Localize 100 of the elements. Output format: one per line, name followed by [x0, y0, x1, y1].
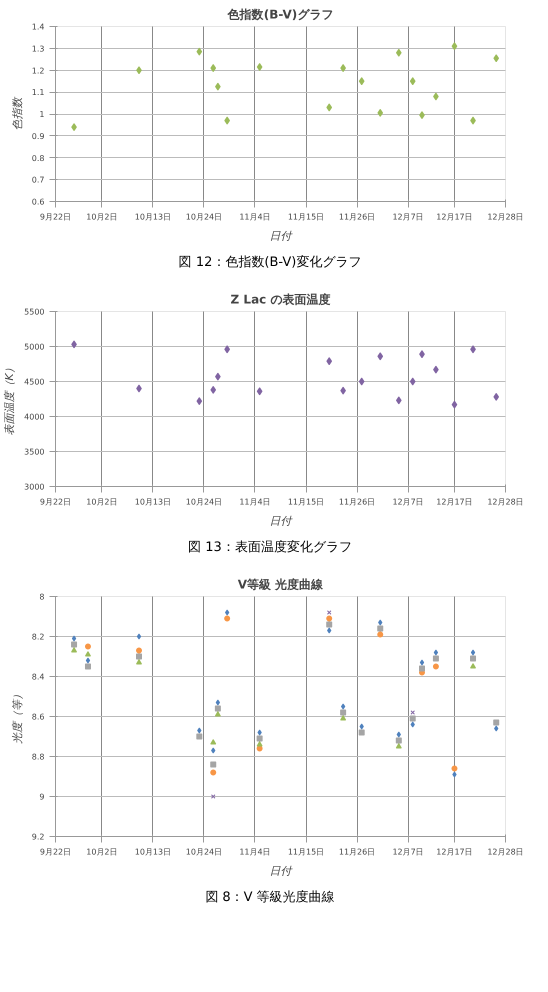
x-tick-label: 10月13日	[134, 212, 172, 222]
point	[84, 664, 91, 670]
chart-title: 色指数(B-V)グラフ	[226, 8, 334, 22]
y-tick-label: 8.8	[32, 752, 45, 762]
y-axis-title: 色指数	[10, 96, 24, 130]
point	[378, 620, 382, 626]
point	[196, 397, 202, 406]
point	[257, 730, 262, 736]
y-tick-label: 8.4	[32, 672, 45, 682]
point	[410, 716, 416, 722]
x-tick-label: 11月26日	[338, 848, 376, 856]
point	[396, 48, 402, 57]
point	[210, 64, 216, 72]
x-tick-label: 12月7日	[392, 498, 424, 506]
point	[197, 728, 202, 734]
point	[358, 730, 365, 736]
point	[419, 111, 425, 120]
point	[256, 62, 262, 71]
x-axis-title: 日付	[270, 864, 294, 878]
x-tick-label: 10月24日	[186, 212, 222, 222]
point	[433, 366, 439, 374]
point	[136, 648, 142, 654]
point	[396, 743, 402, 748]
caption: 図 8：V 等級光度曲線	[204, 889, 336, 907]
point	[136, 384, 142, 392]
x-tick-label: 10月24日	[186, 498, 222, 506]
x-tick-label: 12月28日	[487, 498, 524, 506]
point	[211, 748, 216, 754]
point	[256, 741, 263, 746]
point	[196, 734, 202, 740]
point	[214, 706, 221, 712]
point	[494, 726, 498, 732]
y-tick-label: 1.1	[32, 88, 45, 98]
point	[72, 636, 76, 642]
point	[377, 108, 384, 117]
point	[71, 642, 78, 648]
point	[470, 345, 476, 354]
caption: 図 13：表面温度変化グラフ	[187, 539, 353, 557]
point	[410, 378, 416, 386]
x-tick-label: 11月4日	[239, 848, 271, 856]
y-tick-label: 1.4	[32, 22, 45, 32]
chart-title: Z Lac の表面温度	[230, 292, 330, 306]
y-tick-label: 9.2	[32, 832, 45, 842]
point	[326, 622, 332, 628]
point	[340, 704, 346, 710]
point	[327, 628, 332, 634]
x-tick-label: 12月17日	[436, 848, 473, 856]
y-tick-label: 8	[39, 592, 45, 602]
y-tick-label: 0.7	[32, 176, 45, 185]
point	[224, 116, 230, 125]
point	[71, 647, 78, 652]
caption: 図 12：色指数(B-V)変化グラフ	[178, 254, 362, 272]
point	[136, 659, 142, 664]
x-tick-label: 12月7日	[392, 848, 424, 856]
x-tick-label: 10月24日	[186, 848, 222, 856]
y-tick-label: 3500	[24, 448, 44, 456]
point	[410, 722, 415, 728]
x-axis-title: 日付	[270, 230, 294, 242]
y-tick-label: 9	[39, 792, 45, 802]
x-tick-label: 10月13日	[134, 848, 172, 856]
point	[434, 650, 438, 656]
x-axis-title: 日付	[270, 514, 294, 528]
point	[210, 386, 216, 394]
y-tick-label: 1.3	[32, 44, 45, 54]
point	[256, 736, 263, 742]
point	[340, 710, 346, 716]
x-tick-label: 11月15日	[288, 212, 324, 222]
point	[451, 766, 458, 772]
point	[396, 738, 402, 744]
point	[358, 77, 365, 86]
point	[377, 626, 384, 632]
point	[71, 340, 77, 348]
point	[420, 660, 424, 666]
point	[470, 663, 476, 668]
point	[326, 357, 332, 366]
point	[432, 656, 439, 662]
y-tick-label: 8.6	[32, 712, 45, 722]
point	[84, 644, 91, 650]
y-tick-label: 5000	[24, 342, 44, 352]
y-tick-label: 0.6	[32, 198, 45, 206]
point	[326, 103, 332, 112]
point	[340, 715, 346, 720]
point	[210, 770, 216, 776]
x-tick-label: 12月28日	[487, 848, 524, 856]
point	[433, 92, 439, 100]
x-tick-label: 12月17日	[436, 212, 473, 222]
y-tick-label: 3000	[24, 482, 44, 492]
y-axis-title: 表面温度（K）	[3, 362, 16, 436]
x-tick-label: 9月22日	[40, 498, 72, 506]
point	[410, 77, 416, 86]
point	[214, 711, 221, 716]
x-tick-label: 9月22日	[40, 848, 72, 856]
x-tick-label: 11月4日	[239, 498, 271, 506]
point	[215, 372, 221, 381]
point	[224, 616, 230, 622]
chart-title: V等級 光度曲線	[238, 578, 324, 592]
x-tick-label: 11月15日	[288, 848, 324, 856]
point	[493, 392, 500, 401]
point	[215, 82, 221, 91]
y-tick-label: 1	[39, 110, 45, 119]
